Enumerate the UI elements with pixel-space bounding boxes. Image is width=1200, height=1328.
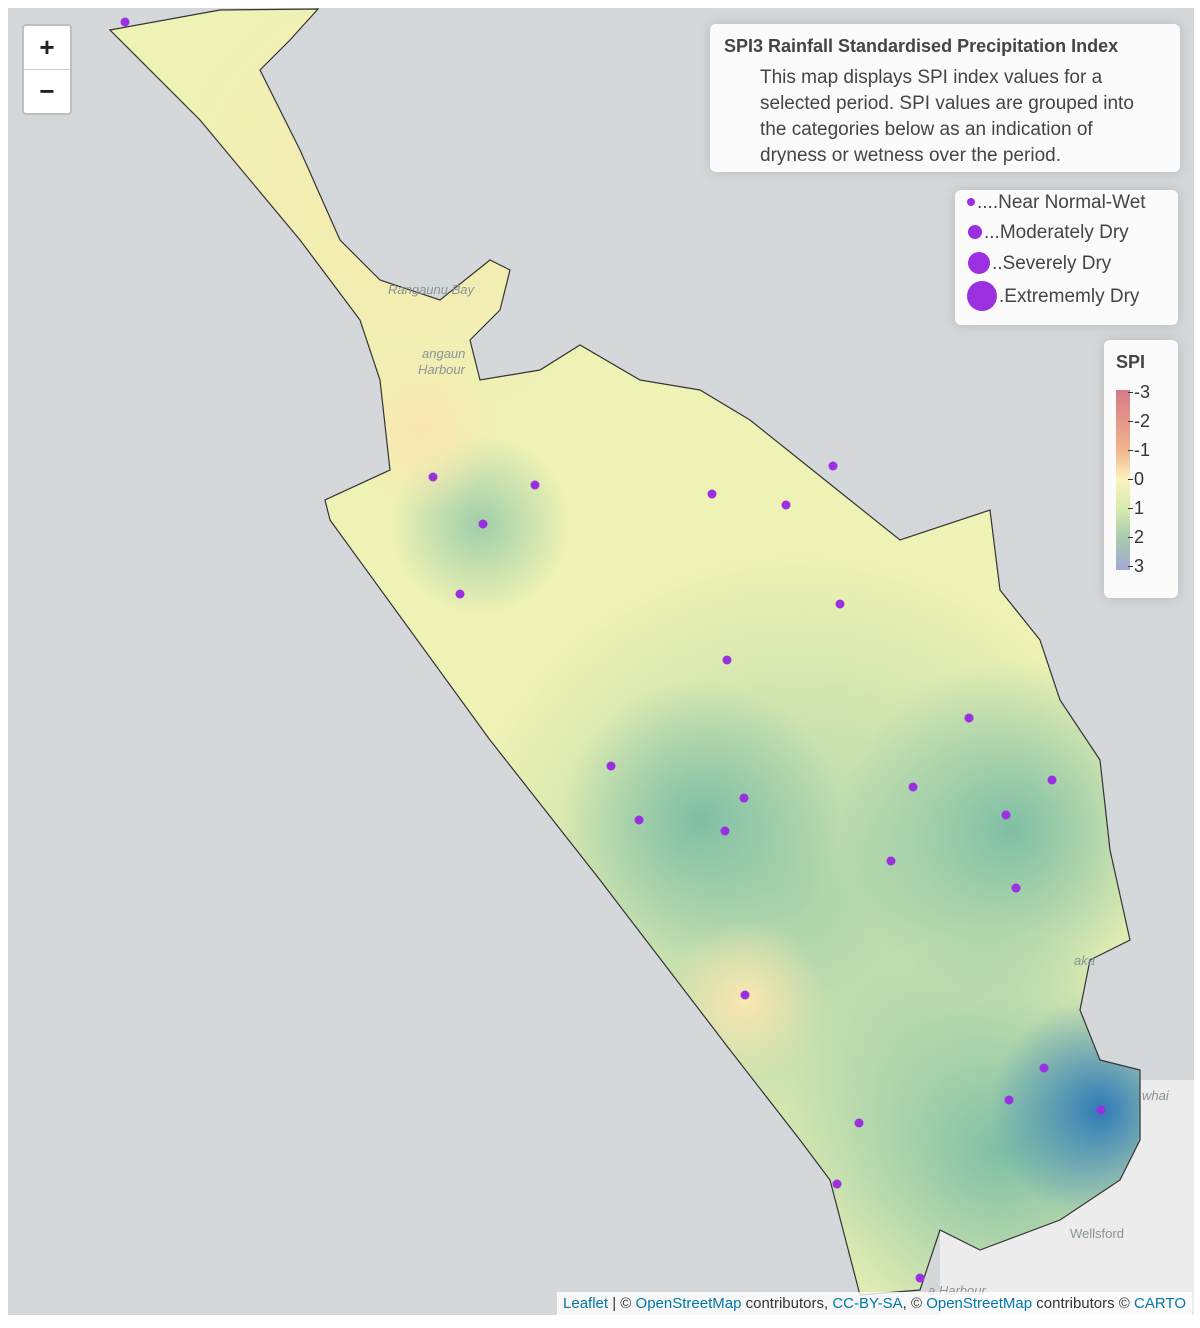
colorbar-tick: -2	[1127, 411, 1151, 431]
station-point	[478, 519, 488, 529]
station-point	[739, 793, 749, 803]
color-legend: SPI -3 -2 -1 0 1 2 3	[1104, 340, 1178, 598]
station-point	[606, 761, 616, 771]
attribution-text: | ©	[608, 1295, 636, 1312]
colorbar-tick: 1	[1127, 498, 1145, 518]
station-point	[707, 489, 717, 499]
legend-label: ..Severely Dry	[992, 253, 1112, 274]
station-point	[120, 17, 130, 27]
map-label: Harbour	[418, 362, 466, 377]
attribution-link[interactable]: CC-BY-SA	[832, 1295, 903, 1312]
info-title: SPI3 Rainfall Standardised Precipitation…	[724, 36, 1119, 56]
station-point	[915, 1273, 925, 1283]
station-point	[835, 599, 845, 609]
station-point	[720, 826, 730, 836]
zoom-control: + −	[22, 24, 72, 115]
colorbar-tick: 0	[1127, 469, 1145, 489]
zoom-in[interactable]: +	[39, 32, 55, 62]
colorbar-tick: -1	[1127, 440, 1151, 460]
colorbar-tick: -3	[1127, 382, 1151, 402]
station-point	[530, 480, 540, 490]
map-label: Rangaunu Bay	[388, 282, 476, 297]
attribution: Leaflet | © OpenStreetMap contributors, …	[557, 1292, 1192, 1315]
station-point	[455, 589, 465, 599]
colorbar-tick: 3	[1127, 556, 1145, 576]
station-point	[828, 461, 838, 471]
attribution-link[interactable]: OpenStreetMap	[926, 1295, 1033, 1312]
station-point	[634, 815, 644, 825]
station-point	[1001, 810, 1011, 820]
station-point	[1039, 1063, 1049, 1073]
station-points	[120, 17, 1106, 1283]
station-point	[722, 655, 732, 665]
station-point	[832, 1179, 842, 1189]
attribution-link[interactable]: OpenStreetMap	[635, 1295, 742, 1312]
colorbar-tick: 2	[1127, 527, 1145, 547]
info-description: This map displays SPI index values for a…	[760, 67, 1134, 166]
legend-marker	[967, 198, 975, 206]
attribution-text: , ©	[902, 1295, 927, 1312]
attribution-text: contributors ©	[1032, 1295, 1135, 1312]
map-label: whai	[1142, 1088, 1170, 1103]
map-label: Wellsford	[1070, 1226, 1124, 1241]
size-legend: ....Near Normal-Wet ...Moderately Dry ..Se…	[955, 190, 1178, 325]
map-canvas: Rangaunu Bay angaun Harbour aka whai Wel…	[109, 8, 1194, 1315]
legend-label: .Extrememly Dry	[999, 286, 1140, 307]
legend-marker	[968, 225, 982, 239]
station-point	[854, 1118, 864, 1128]
station-point	[964, 713, 974, 723]
station-point	[781, 500, 791, 510]
station-point	[428, 472, 438, 482]
zoom-out[interactable]: −	[24, 69, 70, 113]
map-label: angaun	[422, 346, 465, 361]
attribution-text: contributors,	[741, 1295, 833, 1312]
legend-marker	[967, 281, 997, 311]
station-point	[1011, 883, 1021, 893]
station-point	[1047, 775, 1057, 785]
station-point	[1004, 1095, 1014, 1105]
color-legend-title: SPI	[1116, 352, 1146, 372]
station-point	[908, 782, 918, 792]
info-box: SPI3 Rainfall Standardised Precipitation…	[710, 24, 1180, 172]
color-ramp	[1116, 390, 1130, 570]
legend-label: ...Moderately Dry	[984, 222, 1129, 243]
attribution-link[interactable]: CARTO	[1134, 1295, 1186, 1312]
legend-marker	[968, 252, 990, 274]
attribution-link[interactable]: Leaflet	[563, 1295, 609, 1312]
station-point	[740, 990, 750, 1000]
station-point	[1096, 1105, 1106, 1115]
map-label: aka	[1074, 953, 1095, 968]
legend-label: ....Near Normal-Wet	[977, 192, 1146, 213]
station-point	[886, 856, 896, 866]
